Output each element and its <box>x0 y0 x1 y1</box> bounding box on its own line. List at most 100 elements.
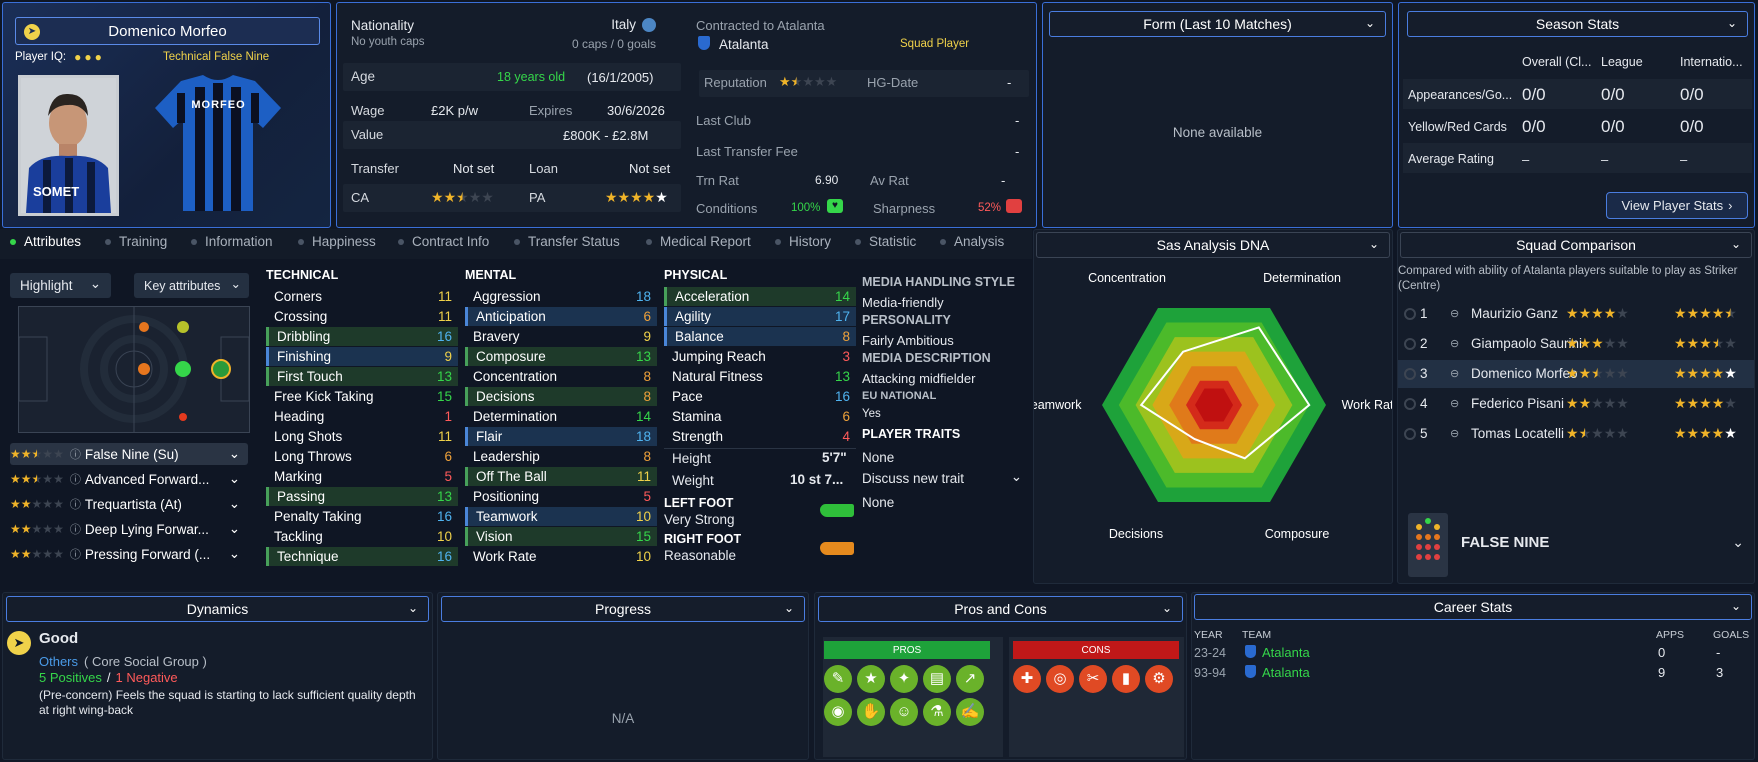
attribute-value: 6 <box>842 409 850 424</box>
season-cell: 0/0 <box>1601 85 1625 104</box>
career-apps: 9 <box>1658 665 1666 680</box>
attribute-row: Technique 16 <box>266 547 458 566</box>
form-dropdown[interactable]: Form (Last 10 Matches) ⌄ <box>1049 11 1386 37</box>
pro-trait-icon[interactable]: ✎ <box>824 665 852 693</box>
con-target-icon[interactable]: ◎ <box>1046 665 1074 693</box>
career-team[interactable]: Atalanta <box>1262 665 1310 680</box>
pro-boot-icon[interactable]: ✦ <box>890 665 918 693</box>
role-row[interactable]: ★★★★★ ⓘ Advanced Forward... ⌄ <box>10 468 248 490</box>
dynamics-title: Dynamics <box>186 601 249 617</box>
squad-comparison-dropdown[interactable]: Squad Comparison ⌄ <box>1400 232 1752 258</box>
squad-position-label: FALSE NINE <box>1461 534 1550 551</box>
attribute-row: Finishing 9 <box>266 347 458 366</box>
con-card-icon[interactable]: ▮ <box>1112 665 1140 693</box>
pro-head-icon[interactable]: ◉ <box>824 698 852 726</box>
attribute-row: Balance 8 <box>664 327 856 346</box>
tab-medical-report[interactable]: Medical Report <box>646 234 751 249</box>
height-label: Height <box>672 451 712 466</box>
view-player-stats-button[interactable]: View Player Stats › <box>1606 192 1748 219</box>
season-col-intl: Internatio... <box>1680 55 1743 69</box>
squad-player-name[interactable]: Federico Pisani <box>1471 396 1565 411</box>
pa-label: PA <box>529 190 546 205</box>
tab-contract-info[interactable]: Contract Info <box>398 234 489 249</box>
av-rat-value: - <box>1001 173 1006 188</box>
pro-handshake-icon[interactable]: ✋ <box>857 698 885 726</box>
role-row[interactable]: ★★★★★ ⓘ Deep Lying Forwar... ⌄ <box>10 518 248 540</box>
nationality-value[interactable]: Italy <box>611 17 636 32</box>
key-attributes-dropdown[interactable]: Key attributes ⌄ <box>134 273 249 298</box>
season-cell: – <box>1680 152 1688 167</box>
squad-row[interactable]: 3 ⊖ Domenico Morfeo ★★★★★ ★★★★★ <box>1398 360 1754 388</box>
career-stats-dropdown[interactable]: Career Stats ⌄ <box>1194 594 1752 620</box>
attribute-row: Free Kick Taking 15 <box>266 387 458 406</box>
pro-note-icon[interactable]: ✍ <box>956 698 984 726</box>
pro-flask-icon[interactable]: ⚗ <box>923 698 951 726</box>
hg-date-label: HG-Date <box>867 75 919 90</box>
pros-cons-dropdown[interactable]: Pros and Cons ⌄ <box>818 596 1183 622</box>
tab-attributes[interactable]: Attributes <box>10 234 81 249</box>
attribute-row: Teamwork 10 <box>465 507 657 526</box>
season-stats-dropdown[interactable]: Season Stats ⌄ <box>1407 11 1748 37</box>
role-row[interactable]: ★★★★★ ⓘ False Nine (Su) ⌄ <box>10 443 248 465</box>
player-name: Domenico Morfeo <box>108 22 227 40</box>
pro-chart-icon[interactable]: ↗ <box>956 665 984 693</box>
reputation-stars: ★★★★★ <box>779 74 838 89</box>
highlight-label: Highlight <box>20 278 73 293</box>
pro-face-icon[interactable]: ☺ <box>890 698 918 726</box>
highlight-dropdown[interactable]: Highlight ⌄ <box>10 273 111 298</box>
con-scissors-icon[interactable]: ✂ <box>1079 665 1107 693</box>
chevron-down-icon: ⌄ <box>407 601 418 615</box>
tab-statistic[interactable]: Statistic <box>855 234 916 249</box>
progress-dropdown[interactable]: Progress ⌄ <box>441 596 805 622</box>
cons-label: CONS <box>1081 644 1111 656</box>
squad-row[interactable]: 4 ⊖ Federico Pisani ★★★★★ ★★★★★ <box>1398 390 1754 418</box>
attribute-row: Stamina 6 <box>664 407 856 426</box>
squad-row[interactable]: 1 ⊖ Maurizio Ganz ★★★★★ ★★★★★ <box>1398 300 1754 328</box>
con-gear-icon[interactable]: ⚙ <box>1145 665 1173 693</box>
dynamics-dropdown[interactable]: Dynamics ⌄ <box>6 596 429 622</box>
pro-star-icon[interactable]: ★ <box>857 665 885 693</box>
pro-report-icon[interactable]: ▤ <box>923 665 951 693</box>
squad-player-name[interactable]: Giampaolo Saurini <box>1471 336 1583 351</box>
loan-value[interactable]: Not set <box>629 161 671 176</box>
attribute-name: Marking <box>274 469 323 484</box>
person-icon: ⊖ <box>1450 308 1460 320</box>
discuss-trait-dropdown[interactable]: Discuss new trait ⌄ <box>862 469 1022 491</box>
tab-analysis[interactable]: Analysis <box>940 234 1004 249</box>
media-handling-value: Media-friendly <box>862 295 944 310</box>
career-team[interactable]: Atalanta <box>1262 645 1310 660</box>
squad-player-name[interactable]: Tomas Locatelli <box>1471 426 1565 441</box>
club-name[interactable]: Atalanta <box>719 37 769 52</box>
radar-axis-label: Work Rate <box>1342 398 1392 412</box>
season-col-league: League <box>1601 55 1643 69</box>
tab-transfer-status[interactable]: Transfer Status <box>514 234 620 249</box>
tab-happiness[interactable]: Happiness <box>298 234 376 249</box>
career-goals: - <box>1716 645 1721 660</box>
squad-row[interactable]: 2 ⊖ Giampaolo Saurini ★★★★★ ★★★★★ <box>1398 330 1754 358</box>
squad-row[interactable]: 5 ⊖ Tomas Locatelli ★★★★★ ★★★★★ <box>1398 420 1754 448</box>
attribute-name: Finishing <box>277 349 332 364</box>
role-row[interactable]: ★★★★★ ⓘ Trequartista (At) ⌄ <box>10 493 248 515</box>
social-group[interactable]: Others <box>39 654 79 669</box>
squad-player-name[interactable]: Domenico Morfeo <box>1471 366 1578 381</box>
dna-dropdown[interactable]: Sas Analysis DNA ⌄ <box>1036 232 1390 258</box>
attribute-value: 16 <box>436 329 452 344</box>
season-cell: 0/0 <box>1601 117 1625 136</box>
squad-player-name[interactable]: Maurizio Ganz <box>1471 306 1559 321</box>
tab-training[interactable]: Training <box>105 234 167 249</box>
con-injury-icon[interactable]: ✚ <box>1013 665 1041 693</box>
chevron-down-icon[interactable]: ⌄ <box>1732 534 1744 550</box>
attribute-name: Free Kick Taking <box>274 389 374 404</box>
attribute-value: 16 <box>436 549 452 564</box>
season-cell: – <box>1601 152 1609 167</box>
face-icon: SOMET <box>21 78 116 213</box>
attribute-name: Stamina <box>672 409 722 424</box>
role-row[interactable]: ★★★★★ ⓘ Pressing Forward (... ⌄ <box>10 543 248 565</box>
tab-history[interactable]: History <box>775 234 831 249</box>
pros-header: PROS <box>824 641 990 659</box>
transfer-value[interactable]: Not set <box>453 161 495 176</box>
attribute-name: Dribbling <box>277 329 331 344</box>
attribute-row: Flair 18 <box>465 427 657 446</box>
chevron-down-icon: ⌄ <box>783 601 794 615</box>
tab-information[interactable]: Information <box>191 234 273 249</box>
